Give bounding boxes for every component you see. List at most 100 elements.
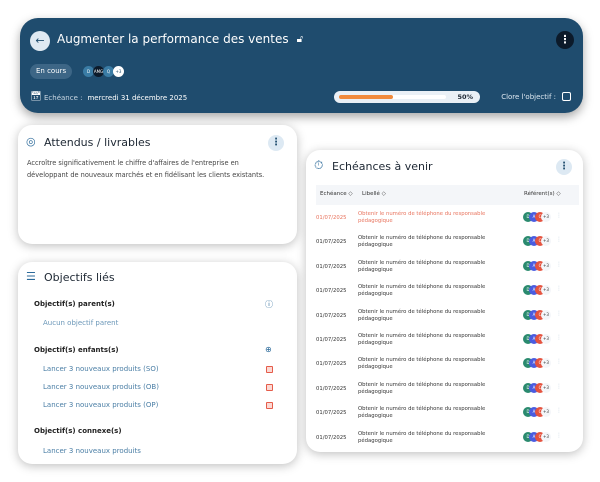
deliverables-menu-button[interactable]: ⋮ (268, 135, 284, 151)
avatar[interactable]: D (523, 431, 533, 442)
header-menu-button[interactable]: ⋮ (556, 31, 574, 49)
avatar[interactable]: C (535, 382, 545, 393)
row-menu-icon[interactable]: ⋮ (556, 334, 562, 341)
linked-title: Objectifs liés (44, 271, 115, 284)
row-label: Obtenir le numéro de téléphone du respon… (358, 430, 486, 444)
avatar[interactable]: A (529, 212, 539, 222)
avatar[interactable]: D (83, 66, 94, 77)
remove-child-icon[interactable] (266, 402, 273, 409)
deadline-label: Echéance : (44, 94, 83, 102)
close-objective-checkbox[interactable] (562, 92, 571, 101)
avatars-more[interactable]: +3 (541, 382, 551, 393)
avatars-more[interactable]: +3 (541, 260, 551, 271)
column-header-referents[interactable]: Référent(s) ◇ (524, 191, 561, 197)
row-menu-icon[interactable]: ⋮ (556, 407, 562, 415)
avatar[interactable]: A (529, 431, 539, 442)
row-menu-icon[interactable]: ⋮ (556, 431, 562, 439)
child-link[interactable]: Lancer 3 nouveaux produits (SO) (43, 365, 159, 373)
objective-header: ← Augmenter la performance des ventes 🔓︎… (20, 18, 583, 113)
avatar[interactable]: D (523, 358, 533, 369)
row-menu-icon[interactable]: ⋮ (556, 212, 562, 219)
status-badge[interactable]: En cours (30, 64, 73, 79)
avatar[interactable]: D (523, 407, 533, 418)
row-menu-icon[interactable]: ⋮ (556, 309, 562, 317)
remove-child-icon[interactable] (266, 384, 273, 391)
avatar[interactable]: D (523, 285, 533, 296)
avatars-more[interactable]: +3 (541, 431, 551, 442)
table-row[interactable]: 01/07/2025 Obtenir le numéro de téléphon… (316, 279, 579, 303)
row-date: 01/07/2025 (316, 410, 347, 417)
avatars-more[interactable]: +3 (541, 236, 551, 247)
column-header-deadline[interactable]: Echéance ◇ (320, 191, 353, 197)
avatar[interactable]: A (529, 309, 539, 320)
avatars-more[interactable]: +3 (113, 66, 124, 77)
table-header: Echéance ◇ Libellé ◇ Référent(s) ◇ (316, 185, 579, 205)
avatar[interactable]: D (523, 334, 533, 344)
avatar[interactable]: D (523, 212, 533, 222)
deadlines-menu-button[interactable]: ⋮ (556, 159, 572, 175)
avatar[interactable]: C (535, 285, 545, 296)
avatars-more[interactable]: +3 (541, 212, 551, 222)
calendar-icon: 📅︎ (30, 92, 42, 102)
table-row[interactable]: 01/07/2025 Obtenir le numéro de téléphon… (316, 377, 579, 401)
avatar[interactable]: A (529, 407, 539, 418)
avatars-more[interactable]: +3 (541, 309, 551, 320)
close-objective-label: Clore l'objectif : (501, 92, 556, 101)
row-label: Obtenir le numéro de téléphone du respon… (358, 357, 486, 371)
avatar[interactable]: A (529, 382, 539, 393)
row-menu-icon[interactable]: ⋮ (556, 236, 562, 244)
table-row[interactable]: 01/07/2025 Obtenir le numéro de téléphon… (316, 352, 579, 376)
avatar[interactable]: C (535, 407, 545, 418)
table-row[interactable]: 01/07/2025 Obtenir le numéro de téléphon… (316, 304, 579, 328)
table-row[interactable]: 01/07/2025 Obtenir le numéro de téléphon… (316, 230, 579, 254)
related-link[interactable]: Lancer 3 nouveaux produits (43, 447, 141, 455)
deadline-value: mercredi 31 décembre 2025 (87, 94, 188, 102)
row-label: Obtenir le numéro de téléphone du respon… (358, 333, 486, 346)
avatar[interactable]: C (535, 431, 545, 442)
avatar[interactable]: A (529, 358, 539, 369)
avatar[interactable]: AMG (93, 66, 104, 77)
table-row[interactable]: 01/07/2025 Obtenir le numéro de téléphon… (316, 328, 579, 352)
avatar[interactable]: D (523, 309, 533, 320)
row-menu-icon[interactable]: ⋮ (556, 358, 562, 366)
table-row[interactable]: 01/07/2025 Obtenir le numéro de téléphon… (316, 206, 579, 230)
avatar[interactable]: A (529, 334, 539, 344)
avatar[interactable]: A (529, 260, 539, 271)
back-button[interactable]: ← (30, 31, 50, 51)
row-menu-icon[interactable]: ⋮ (556, 260, 562, 268)
row-label: Obtenir le numéro de téléphone du respon… (358, 235, 486, 249)
row-menu-icon[interactable]: ⋮ (556, 285, 562, 293)
avatars-more[interactable]: +3 (541, 285, 551, 296)
table-row[interactable]: 01/07/2025 Obtenir le numéro de téléphon… (316, 401, 579, 425)
column-header-label[interactable]: Libellé ◇ (362, 191, 386, 197)
row-date: 01/07/2025 (316, 385, 347, 392)
avatar[interactable]: D (523, 382, 533, 393)
child-link[interactable]: Lancer 3 nouveaux produits (OP) (43, 401, 159, 409)
progress-label: 50% (457, 93, 473, 101)
info-icon[interactable]: ⓘ (265, 300, 273, 309)
avatar[interactable]: C (535, 358, 545, 369)
avatar[interactable]: D (523, 236, 533, 247)
avatar[interactable]: D (523, 260, 533, 271)
table-row[interactable]: 01/07/2025 Obtenir le numéro de téléphon… (316, 426, 579, 450)
avatars-more[interactable]: +3 (541, 358, 551, 369)
avatar[interactable]: A (529, 236, 539, 247)
avatar[interactable]: C (535, 260, 545, 271)
row-label: Obtenir le numéro de téléphone du respon… (358, 406, 486, 420)
avatar[interactable]: C (535, 309, 545, 320)
add-child-icon[interactable]: ⊕ (265, 345, 272, 354)
child-link[interactable]: Lancer 3 nouveaux produits (OB) (43, 383, 159, 391)
avatar[interactable]: Q (103, 66, 114, 77)
row-menu-icon[interactable]: ⋮ (556, 382, 562, 390)
children-section-label: Objectif(s) enfants(s) (34, 346, 119, 354)
remove-child-icon[interactable] (266, 366, 273, 373)
table-row[interactable]: 01/07/2025 Obtenir le numéro de téléphon… (316, 255, 579, 279)
unlock-icon[interactable]: 🔓︎ (296, 33, 304, 45)
avatars-more[interactable]: +3 (541, 334, 551, 344)
avatars-more[interactable]: +3 (541, 407, 551, 418)
avatar[interactable]: C (535, 334, 545, 344)
row-label: Obtenir le numéro de téléphone du respon… (358, 259, 486, 273)
avatar[interactable]: C (535, 212, 545, 222)
avatar[interactable]: A (529, 285, 539, 296)
avatar[interactable]: C (535, 236, 545, 247)
